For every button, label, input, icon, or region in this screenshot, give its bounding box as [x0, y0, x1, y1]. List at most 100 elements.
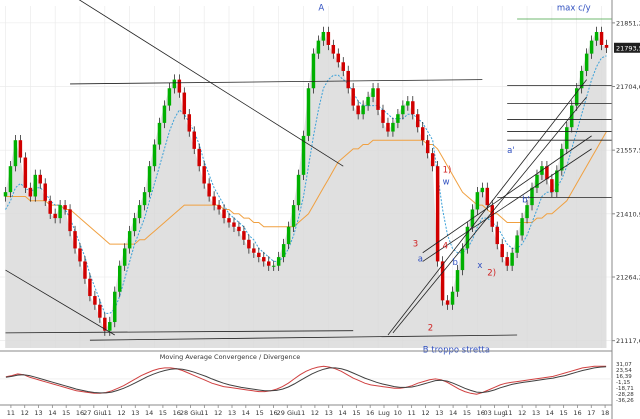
candle-down [73, 231, 77, 249]
candle-up [530, 187, 534, 206]
candle-up [465, 226, 470, 249]
candle-up [401, 105, 405, 115]
candle-down [28, 187, 33, 197]
candle-down [78, 248, 82, 262]
price-area-fill [5, 32, 607, 348]
candle-up [584, 53, 589, 71]
candle-down [63, 205, 67, 210]
candle-up [306, 88, 311, 136]
macd-tick-label: 23,54 [616, 368, 632, 374]
candle-up [58, 205, 62, 219]
candle-up [127, 231, 132, 249]
price-tick-label: 21704,6 [616, 83, 640, 91]
candle-down [430, 153, 435, 167]
time-tick-label: 13 [435, 409, 443, 417]
time-tick-label: 15 [463, 409, 471, 417]
annotation-label: w [443, 177, 450, 187]
price-tick-label: 21410,9 [616, 210, 640, 218]
candle-down [252, 248, 256, 253]
macd-tick-label: -28,28 [616, 392, 634, 398]
candle-up [137, 205, 142, 219]
trendlines [5, 0, 592, 341]
candle-down [38, 174, 42, 184]
candle-up [108, 322, 112, 331]
candle-up [560, 148, 564, 171]
candle-down [202, 166, 206, 184]
macd-panel: Moving Average Convergence / Divergence … [0, 353, 634, 404]
candle-down [440, 261, 445, 301]
time-tick-label: 13 [325, 409, 333, 417]
candle-down [341, 62, 345, 71]
candle-up [475, 192, 480, 210]
time-tick-label: 16 [366, 409, 374, 417]
candle-up [460, 248, 465, 271]
time-tick-label: 15 [159, 409, 167, 417]
candle-down [550, 179, 554, 193]
time-tick-label: 14 [145, 409, 153, 417]
time-tick-label: 11 [407, 409, 415, 417]
candle-down [386, 122, 390, 132]
candle-up [555, 170, 559, 193]
candle-up [152, 144, 157, 167]
candle-down [604, 44, 609, 48]
time-tick-label: 11 [7, 409, 15, 417]
candle-down [212, 196, 216, 206]
time-tick-label: 03 Lug [483, 409, 505, 417]
macd-tick-label: -1,15 [616, 380, 631, 386]
candle-down [356, 105, 360, 115]
time-tick-label: 29 Giu [277, 409, 298, 417]
candle-up [117, 265, 122, 292]
candle-up [13, 140, 18, 167]
time-tick-label: 15 [255, 409, 263, 417]
candle-up [147, 166, 152, 193]
price-axis: 21851,2 21704,6 21557,5 21410,9 21264,2 21117… [611, 0, 640, 419]
time-tick-label: 14 [48, 409, 56, 417]
candle-up [33, 174, 38, 197]
time-tick-label: 12 [214, 409, 222, 417]
candle-up [142, 192, 147, 206]
macd-tick-label: -18,71 [616, 386, 634, 392]
candle-up [271, 265, 276, 267]
candle-down [435, 166, 440, 262]
candle-up [8, 166, 13, 193]
candle-up [301, 135, 306, 175]
trendline [422, 135, 592, 254]
candle-down [381, 109, 385, 123]
time-tick-label: 12 [117, 409, 125, 417]
candle-down [68, 209, 72, 232]
candle-up [396, 114, 400, 123]
orange-moving-average-line [5, 131, 607, 245]
price-tick-label: 21851,2 [616, 19, 640, 27]
candle-down [425, 140, 430, 154]
candle-up [172, 79, 177, 89]
annotation-label: 2 [428, 324, 433, 334]
candle-down [346, 70, 350, 89]
time-tick-label: 12 [21, 409, 29, 417]
candle-up [311, 53, 316, 89]
candle-up [570, 105, 574, 128]
moving-average-lines [5, 55, 607, 314]
time-tick-label: 16 [269, 409, 277, 417]
candle-down [257, 252, 261, 258]
time-tick-label: 15 [62, 409, 70, 417]
candle-down [53, 213, 57, 219]
trendline [387, 79, 587, 336]
candle-down [83, 261, 87, 279]
candles [3, 26, 609, 336]
candle-down [490, 205, 495, 227]
candle-down [247, 239, 251, 249]
candle-up [3, 192, 8, 197]
candle-up [113, 291, 117, 323]
candle-down [331, 44, 336, 54]
candle-up [162, 105, 167, 123]
candle-down [187, 114, 192, 132]
candle-down [495, 226, 499, 245]
candle-down [23, 157, 28, 188]
candle-up [361, 105, 365, 115]
time-tick-label: Lug [378, 409, 390, 417]
macd-title: Moving Average Convergence / Divergence [160, 353, 301, 361]
candle-up [515, 235, 519, 253]
candle-down [376, 88, 380, 110]
